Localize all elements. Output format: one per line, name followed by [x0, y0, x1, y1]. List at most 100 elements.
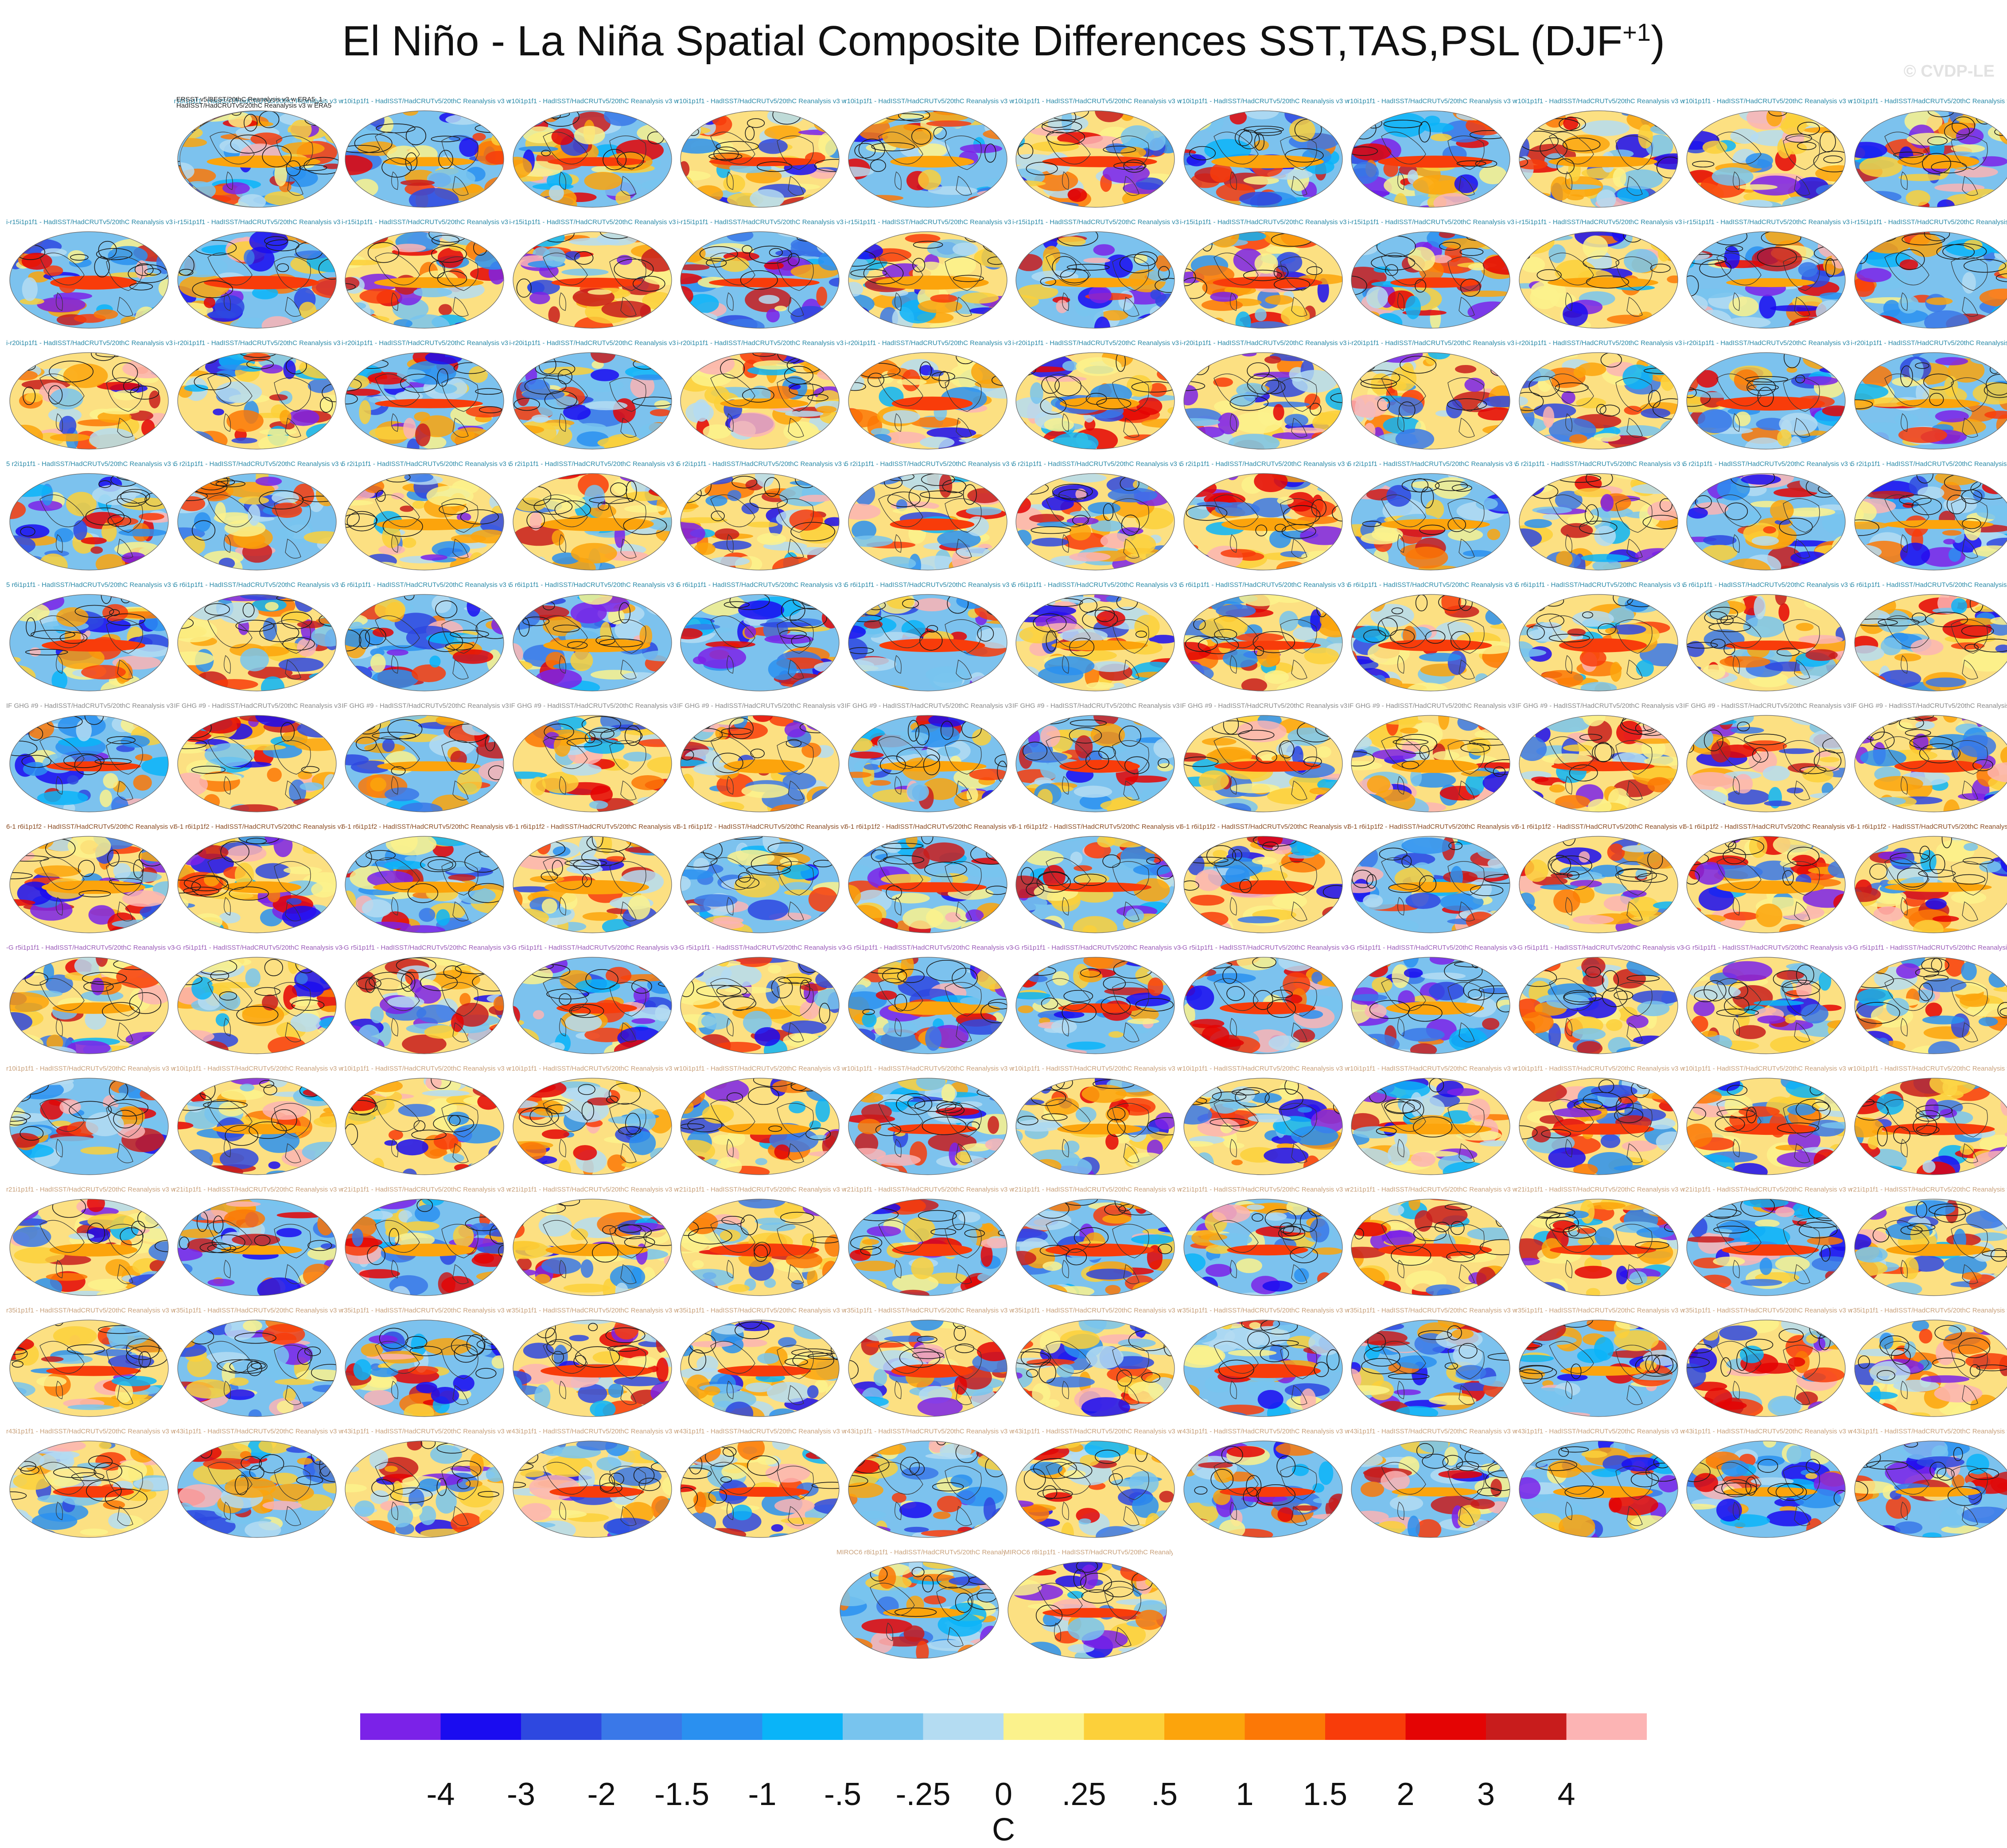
globe-map [344, 110, 505, 208]
panel-label: r21i1p1f1 - HadISST/HadCRUTv5/20thC Rean… [174, 1185, 342, 1199]
panel-label: r10i1p1f1 - HadISST/HadCRUTv5/20thC Rean… [845, 97, 1013, 111]
panel-label: i-r20i1p1f1 - HadISST/HadCRUTv5/20thC Re… [1516, 338, 1684, 353]
globe-map [1183, 835, 1343, 934]
globe-map [512, 1198, 673, 1297]
globe-map [512, 231, 673, 329]
panel-label: i-r20i1p1f1 - HadISST/HadCRUTv5/20thC Re… [174, 338, 342, 353]
panel-label: IF GHG #9 - HadISST/HadCRUTv5/20thC Rean… [1683, 701, 1851, 715]
globe-map [1350, 473, 1511, 571]
globe-map [1015, 352, 1175, 450]
panel-label: 6-1 r6i1p1f2 - HadISST/HadCRUTv5/20thC R… [174, 822, 342, 836]
globe-map [1015, 714, 1175, 813]
globe-map [680, 110, 840, 208]
panel-label: i-r15i1p1f1 - HadISST/HadCRUTv5/20thC Re… [677, 217, 845, 232]
globe-map [512, 835, 673, 934]
panel-label: 6-1 r6i1p1f2 - HadISST/HadCRUTv5/20thC R… [1683, 822, 1851, 836]
globe-map [9, 231, 169, 329]
globe-map [344, 231, 505, 329]
panel-label: r10i1p1f1 - HadISST/HadCRUTv5/20thC Rean… [677, 97, 845, 111]
globe-map [512, 1319, 673, 1417]
globe-map [177, 1440, 337, 1538]
globe-map [1518, 1319, 1679, 1417]
globe-map [1015, 835, 1175, 934]
panel-label: r43i1p1f1 - HadISST/HadCRUTv5/20thC Rean… [1516, 1427, 1684, 1441]
panel-label: r35i1p1f1 - HadISST/HadCRUTv5/20thC Rean… [845, 1306, 1013, 1320]
panel-label: r10i1p1f1 - HadISST/HadCRUTv5/20thC Rean… [1851, 1064, 2007, 1078]
panel-label: 5 r6i1p1f1 - HadISST/HadCRUTv5/20thC Rea… [1348, 580, 1516, 594]
panel-label: r43i1p1f1 - HadISST/HadCRUTv5/20thC Rean… [1683, 1427, 1851, 1441]
globe-map [848, 1319, 1008, 1417]
globe-map [1854, 110, 2007, 208]
panel-label: r43i1p1f1 - HadISST/HadCRUTv5/20thC Rean… [845, 1427, 1013, 1441]
panel-label: i-r15i1p1f1 - HadISST/HadCRUTv5/20thC Re… [1012, 217, 1181, 232]
globe-map [344, 1198, 505, 1297]
globe-map [512, 714, 673, 813]
globe-map [1015, 956, 1175, 1055]
panel-label: 5 r6i1p1f1 - HadISST/HadCRUTv5/20thC Rea… [174, 580, 342, 594]
title-end: ) [1651, 17, 1665, 65]
title-superscript: +1 [1622, 18, 1651, 46]
panel-label: i-r20i1p1f1 - HadISST/HadCRUTv5/20thC Re… [1180, 338, 1349, 353]
panel-label: r10i1p1f1 - HadISST/HadCRUTv5/20thC Rean… [1516, 97, 1684, 111]
panel-label: 5 r2i1p1f1 - HadISST/HadCRUTv5/20thC Rea… [174, 459, 342, 474]
panel-label: i-r15i1p1f1 - HadISST/HadCRUTv5/20thC Re… [845, 217, 1013, 232]
globe-map [9, 473, 169, 571]
globe-map [344, 473, 505, 571]
panel-label: r43i1p1f1 - HadISST/HadCRUTv5/20thC Rean… [677, 1427, 845, 1441]
panel-label: r35i1p1f1 - HadISST/HadCRUTv5/20thC Rean… [174, 1306, 342, 1320]
figure-title: El Niño - La Niña Spatial Composite Diff… [0, 17, 2007, 66]
panel-label: i-r20i1p1f1 - HadISST/HadCRUTv5/20thC Re… [1348, 338, 1516, 353]
globe-map [9, 835, 169, 934]
globe-map [344, 1440, 505, 1538]
globe-map [9, 594, 169, 692]
globe-map [9, 1077, 169, 1176]
panel-label: r43i1p1f1 - HadISST/HadCRUTv5/20thC Rean… [1180, 1427, 1349, 1441]
panel-label: r21i1p1f1 - HadISST/HadCRUTv5/20thC Rean… [1348, 1185, 1516, 1199]
globe-map [344, 956, 505, 1055]
panel-label: -G r5i1p1f1 - HadISST/HadCRUTv5/20thC Re… [1348, 943, 1516, 957]
panel-label: 6-1 r6i1p1f2 - HadISST/HadCRUTv5/20thC R… [342, 822, 510, 836]
panel-label: IF GHG #9 - HadISST/HadCRUTv5/20thC Rean… [342, 701, 510, 715]
globe-map [680, 1198, 840, 1297]
panel-label: 5 r6i1p1f1 - HadISST/HadCRUTv5/20thC Rea… [1516, 580, 1684, 594]
colorbar-swatch [1486, 1713, 1567, 1740]
panel-label: 6-1 r6i1p1f2 - HadISST/HadCRUTv5/20thC R… [6, 822, 175, 836]
panel-label: 5 r2i1p1f1 - HadISST/HadCRUTv5/20thC Rea… [845, 459, 1013, 474]
colorbar-tick-label: -.25 [879, 1776, 968, 1813]
globe-map [1518, 956, 1679, 1055]
globe-map [1686, 1077, 1846, 1176]
globe-map [1015, 1440, 1175, 1538]
globe-map [1854, 714, 2007, 813]
panel-label: r43i1p1f1 - HadISST/HadCRUTv5/20thC Rean… [1851, 1427, 2007, 1441]
panel-label: i-r20i1p1f1 - HadISST/HadCRUTv5/20thC Re… [342, 338, 510, 353]
panel-label: 5 r2i1p1f1 - HadISST/HadCRUTv5/20thC Rea… [677, 459, 845, 474]
panel-label: 6-1 r6i1p1f2 - HadISST/HadCRUTv5/20thC R… [1516, 822, 1684, 836]
globe-map [9, 352, 169, 450]
globe-map [1350, 1198, 1511, 1297]
globe-map [1183, 473, 1343, 571]
globe-map [1183, 231, 1343, 329]
colorbar-tick-label: -1 [718, 1776, 807, 1813]
colorbar-tick-label: -4 [397, 1776, 485, 1813]
panel-label: -G r5i1p1f1 - HadISST/HadCRUTv5/20thC Re… [174, 943, 342, 957]
globe-map [1518, 231, 1679, 329]
globe-map [1854, 352, 2007, 450]
globe-map [344, 1077, 505, 1176]
globe-map [512, 594, 673, 692]
colorbar-swatch [1406, 1713, 1486, 1740]
globe-map [1518, 1077, 1679, 1176]
panel-label: r35i1p1f1 - HadISST/HadCRUTv5/20thC Rean… [1012, 1306, 1181, 1320]
panel-label: i-r15i1p1f1 - HadISST/HadCRUTv5/20thC Re… [6, 217, 175, 232]
panel-label: r35i1p1f1 - HadISST/HadCRUTv5/20thC Rean… [6, 1306, 175, 1320]
globe-map [848, 714, 1008, 813]
globe-map [1183, 352, 1343, 450]
globe-map [177, 231, 337, 329]
globe-map [848, 473, 1008, 571]
panel-label: -G r5i1p1f1 - HadISST/HadCRUTv5/20thC Re… [1683, 943, 1851, 957]
panel-label: r21i1p1f1 - HadISST/HadCRUTv5/20thC Rean… [677, 1185, 845, 1199]
globe-map [1686, 110, 1846, 208]
globe-map [1686, 231, 1846, 329]
panel-label: 5 r6i1p1f1 - HadISST/HadCRUTv5/20thC Rea… [1180, 580, 1349, 594]
globe-map [1015, 1319, 1175, 1417]
globe-map [177, 1319, 337, 1417]
